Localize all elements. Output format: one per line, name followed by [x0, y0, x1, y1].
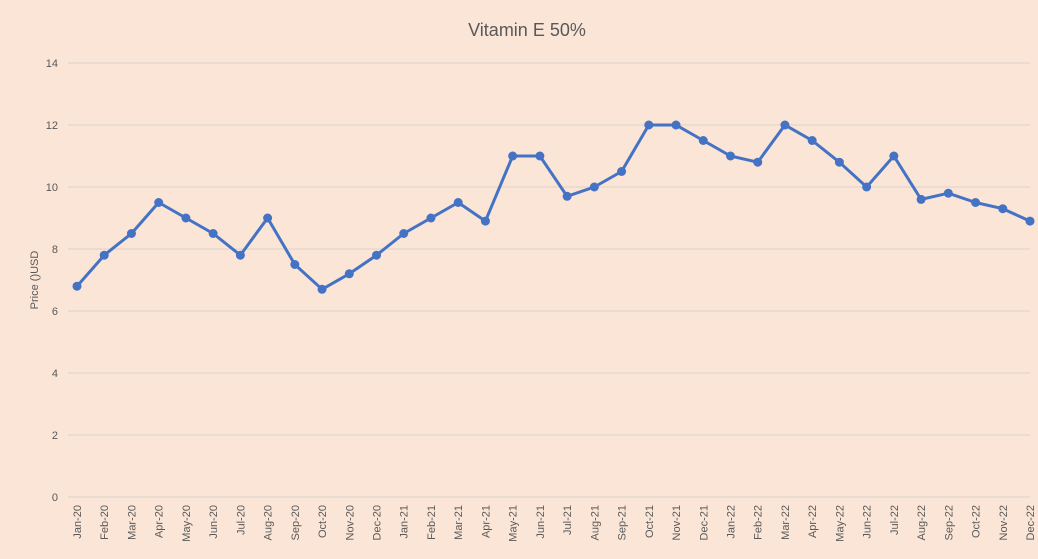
- x-tick-label: Apr-20: [154, 505, 166, 538]
- point: [807, 136, 817, 145]
- point: [372, 250, 382, 260]
- point: [480, 216, 490, 226]
- x-tick-label: Jul-20: [235, 505, 247, 535]
- x-tick-label: Jan-22: [725, 505, 737, 539]
- x-tick-label: Feb-22: [753, 505, 765, 540]
- y-tick-label: 0: [52, 492, 58, 504]
- point: [916, 194, 926, 204]
- x-tick-label: Nov-21: [671, 505, 683, 540]
- x-tick-label: Mar-20: [126, 505, 138, 540]
- point: [862, 182, 872, 192]
- point: [535, 151, 545, 161]
- x-tick-label: Jun-21: [535, 505, 547, 539]
- x-tick-label: Jul-21: [562, 505, 574, 535]
- point: [126, 229, 136, 238]
- point: [508, 151, 518, 161]
- x-tick-label: Oct-20: [317, 505, 329, 538]
- point: [589, 182, 599, 192]
- point: [671, 120, 681, 130]
- x-tick-label: Nov-20: [344, 505, 356, 540]
- x-tick-label: Dec-20: [372, 505, 384, 540]
- point: [698, 136, 708, 145]
- x-tick-label: Oct-21: [644, 505, 656, 538]
- point: [263, 213, 273, 223]
- point: [426, 213, 436, 223]
- x-tick-label: Aug-22: [916, 505, 928, 540]
- point: [780, 120, 790, 130]
- y-tick-label: 14: [46, 58, 58, 70]
- point: [453, 198, 463, 207]
- x-tick-label: Oct-22: [971, 505, 983, 538]
- point: [99, 250, 109, 260]
- x-tick-label: Jul-22: [889, 505, 901, 535]
- x-tick-label: Apr-22: [807, 505, 819, 538]
- x-tick-label: Jan-21: [399, 505, 411, 539]
- y-tick-label: 4: [52, 368, 58, 380]
- x-tick-label: Sep-21: [617, 505, 629, 540]
- x-tick-label: Jun-22: [862, 505, 874, 539]
- point: [317, 284, 327, 294]
- point: [971, 198, 981, 207]
- point: [889, 151, 899, 161]
- x-tick-label: Feb-20: [99, 505, 111, 540]
- x-tick-label: May-20: [181, 505, 193, 542]
- point: [72, 281, 82, 291]
- point: [154, 198, 164, 207]
- point: [1025, 216, 1035, 226]
- point: [753, 157, 763, 167]
- point: [235, 250, 245, 260]
- x-tick-label: May-21: [508, 505, 520, 542]
- point: [644, 120, 654, 130]
- point: [562, 191, 572, 201]
- point: [344, 269, 354, 279]
- x-tick-label: Jan-20: [72, 505, 84, 539]
- x-tick-label: Aug-20: [263, 505, 275, 540]
- y-tick-label: 8: [52, 244, 58, 256]
- x-tick-label: Mar-22: [780, 505, 792, 540]
- chart-title: Vitamin E 50%: [468, 20, 586, 40]
- x-tick-label: Sep-20: [290, 505, 302, 540]
- point: [834, 157, 844, 167]
- x-tick-label: Aug-21: [589, 505, 601, 540]
- x-tick-label: Dec-22: [1025, 505, 1037, 540]
- y-tick-label: 12: [46, 120, 58, 132]
- x-tick-label: Jun-20: [208, 505, 220, 539]
- point: [208, 229, 218, 238]
- x-tick-label: Feb-21: [426, 505, 438, 540]
- y-tick-label: 10: [46, 182, 58, 194]
- x-tick-label: Nov-22: [998, 505, 1010, 540]
- point: [725, 151, 735, 161]
- point: [617, 167, 627, 176]
- point: [399, 229, 409, 238]
- point: [290, 260, 300, 269]
- point: [998, 204, 1008, 214]
- x-tick-label: May-22: [834, 505, 846, 542]
- y-tick-label: 2: [52, 430, 58, 442]
- y-tick-label: 6: [52, 306, 58, 318]
- x-tick-label: Apr-21: [480, 505, 492, 538]
- x-tick-label: Sep-22: [943, 505, 955, 540]
- point: [181, 213, 191, 223]
- x-tick-label: Dec-21: [698, 505, 710, 540]
- x-tick-label: Mar-21: [453, 505, 465, 540]
- point: [943, 188, 953, 198]
- y-axis-label: Price ()USD: [29, 251, 41, 310]
- line: [75, 123, 1031, 291]
